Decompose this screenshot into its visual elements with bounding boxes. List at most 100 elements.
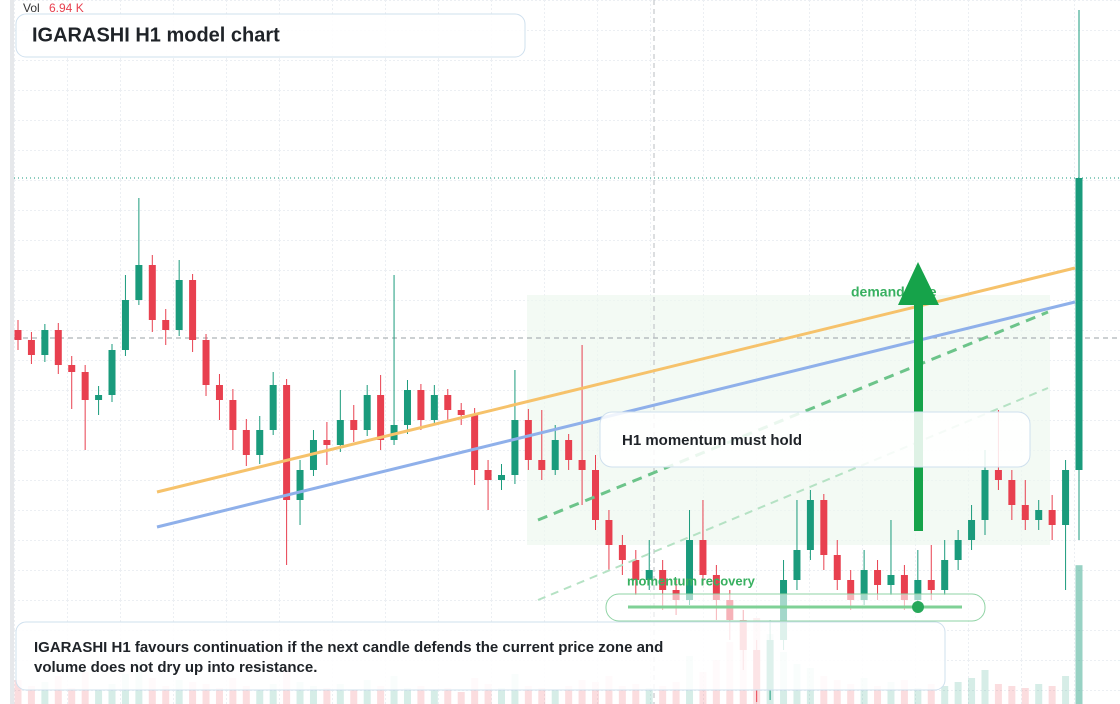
volume-bar <box>229 678 237 704</box>
volume-bar <box>457 692 465 704</box>
volume-bar <box>592 682 600 704</box>
candle-body <box>941 560 949 590</box>
volume-bar <box>914 688 922 704</box>
callout-text: H1 momentum must hold <box>622 432 802 449</box>
volume-bar <box>309 686 317 704</box>
candle-body <box>833 555 841 580</box>
volume-bar <box>1008 686 1016 704</box>
candle-body <box>927 580 935 590</box>
candle-body <box>417 390 425 420</box>
candle-body <box>981 470 989 520</box>
candle-body <box>430 395 438 420</box>
volume-bar <box>968 678 976 704</box>
volume-bar <box>941 686 949 704</box>
volume-bar <box>417 686 425 704</box>
volume-bar <box>981 670 989 704</box>
candle-body <box>148 265 156 320</box>
candle-body <box>215 385 223 400</box>
candle-body <box>484 470 492 480</box>
candle-body <box>283 385 291 500</box>
volume-bar <box>645 688 653 704</box>
note-line: IGARASHI H1 favours continuation if the … <box>34 639 663 656</box>
volume-bar <box>377 686 385 704</box>
candle-body <box>820 500 828 555</box>
volume-bar <box>68 688 76 704</box>
candle-body <box>1008 480 1016 505</box>
volume-bar <box>242 686 250 704</box>
candle-body <box>712 575 720 600</box>
candle-body <box>363 395 371 430</box>
note-box <box>15 621 946 691</box>
volume-bar <box>847 684 855 704</box>
volume-bar <box>672 682 680 704</box>
candle-body <box>968 520 976 540</box>
candle-body <box>175 280 183 330</box>
volume-bar <box>497 688 505 704</box>
candle-body <box>377 395 385 440</box>
volume-bar <box>108 684 116 704</box>
candle-body <box>914 580 922 600</box>
candle-body <box>632 560 640 580</box>
note-line: volume does not dry up into resistance. <box>34 659 317 676</box>
volume-bar <box>578 680 586 704</box>
volume-bar <box>833 680 841 704</box>
volume-bar <box>927 684 935 704</box>
callout-box <box>599 411 1031 468</box>
volume-bar <box>1048 686 1056 704</box>
candle-body <box>578 460 586 470</box>
candle-body <box>202 340 210 385</box>
arrow-head <box>898 262 939 305</box>
candle-body <box>162 320 170 330</box>
volume-bar <box>363 680 371 704</box>
candle-body <box>1021 505 1029 520</box>
candle-body <box>121 300 129 350</box>
recovery-label: momentum recovery <box>627 573 756 588</box>
volume-bar <box>162 686 170 704</box>
candle-body <box>551 440 559 470</box>
volume-bar <box>994 684 1002 704</box>
volume-bar <box>659 686 667 704</box>
candle-body <box>1035 510 1043 520</box>
volume-bar <box>484 684 492 704</box>
candle-body <box>874 570 882 585</box>
candle-body <box>645 570 653 580</box>
candle-body <box>793 550 801 580</box>
volume-bar <box>350 690 358 704</box>
candle-body <box>135 265 143 300</box>
volume-bar <box>175 680 183 704</box>
candle-body <box>511 420 519 475</box>
candle-body <box>350 420 358 430</box>
candle-body <box>403 390 411 425</box>
volume-bar <box>900 680 908 704</box>
candle-body <box>229 400 237 430</box>
candle-body <box>14 330 22 340</box>
volume-bar <box>148 678 156 704</box>
candle-body <box>471 415 479 470</box>
candle-body <box>269 385 277 430</box>
volume-bar <box>296 682 304 704</box>
volume-bar <box>444 688 452 704</box>
volume-bar <box>551 690 559 704</box>
volume-bar <box>1035 684 1043 704</box>
recovery-dot <box>912 601 924 613</box>
candle-body <box>336 420 344 445</box>
candle-body <box>54 330 62 365</box>
volume-bar <box>1021 688 1029 704</box>
volume-bar <box>632 684 640 704</box>
candle-body <box>68 365 76 372</box>
volume-bar <box>1075 565 1083 704</box>
chart-title: IGARASHI H1 model chart <box>32 24 280 46</box>
volume-bar <box>874 686 882 704</box>
candle-body <box>565 440 573 460</box>
candle-body <box>699 540 707 575</box>
volume-bar <box>27 686 35 704</box>
volume-bar <box>14 680 22 704</box>
candle-body <box>538 460 546 470</box>
candle-body <box>444 395 452 410</box>
volume-bar <box>189 682 197 704</box>
volume-bar <box>336 684 344 704</box>
volume-bar <box>403 688 411 704</box>
candle-body <box>323 440 331 445</box>
candle-body <box>605 520 613 545</box>
candle-body <box>1048 510 1056 525</box>
